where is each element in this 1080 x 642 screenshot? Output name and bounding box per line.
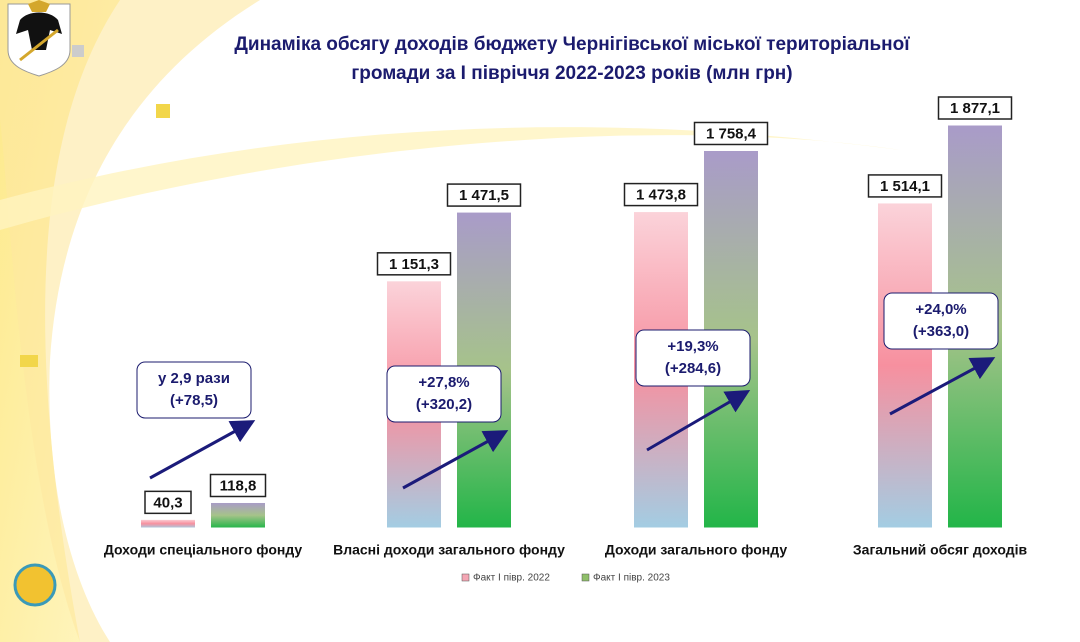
annotation: у 2,9 рази bbox=[158, 370, 230, 387]
value-label-box bbox=[446, 183, 522, 207]
annotation: (+363,0) bbox=[913, 323, 969, 340]
trend-arrow bbox=[646, 389, 751, 452]
bar bbox=[210, 501, 266, 529]
annotation: (+78,5) bbox=[170, 392, 218, 409]
decor-swoosh bbox=[0, 127, 900, 230]
x-tick-label: Доходи спеціального фонду bbox=[104, 542, 303, 558]
decor-swoosh bbox=[0, 0, 260, 642]
city-logo bbox=[13, 563, 57, 607]
value-label-box bbox=[937, 96, 1013, 120]
value-label: 1 471,5 bbox=[459, 187, 509, 204]
value-label: 1 877,1 bbox=[950, 100, 1000, 117]
value-label-box bbox=[693, 121, 769, 146]
annotation-box bbox=[883, 292, 999, 350]
legend-swatch bbox=[581, 573, 590, 582]
x-tick-label: Власні доходи загального фонду bbox=[333, 542, 565, 558]
value-label: 40,3 bbox=[153, 494, 182, 511]
annotation-box bbox=[386, 365, 502, 423]
value-label-box bbox=[144, 490, 192, 515]
value-label: 118,8 bbox=[220, 477, 257, 494]
value-label: 1 514,1 bbox=[880, 178, 930, 195]
decor bbox=[20, 355, 38, 367]
value-label-box bbox=[867, 174, 943, 198]
legend-swatch bbox=[461, 573, 470, 582]
bar bbox=[877, 202, 933, 529]
trend-arrow bbox=[889, 357, 996, 416]
coat-of-arms bbox=[7, 0, 71, 77]
annotation: +27,8% bbox=[418, 374, 469, 391]
trend-arrow bbox=[402, 430, 509, 490]
annotation-box bbox=[136, 361, 252, 419]
value-label: 1 758,4 bbox=[706, 125, 757, 142]
value-label-box bbox=[376, 252, 452, 276]
decor bbox=[156, 104, 170, 118]
chart-title: Динаміка обсягу доходів бюджету Чернігів… bbox=[234, 34, 910, 55]
trend-arrow bbox=[149, 420, 256, 480]
annotation: +19,3% bbox=[667, 338, 718, 355]
decor bbox=[72, 45, 84, 57]
bar bbox=[140, 518, 196, 529]
x-tick-label: Загальний обсяг доходів bbox=[853, 542, 1028, 558]
legend-label: Факт І півр. 2022 bbox=[473, 573, 550, 584]
annotation: +24,0% bbox=[915, 301, 966, 318]
legend-label: Факт І півр. 2023 bbox=[593, 573, 670, 584]
annotation: (+320,2) bbox=[416, 396, 472, 413]
x-tick-label: Доходи загального фонду bbox=[605, 542, 787, 558]
value-label: 1 473,8 bbox=[636, 187, 686, 204]
value-label-box bbox=[623, 182, 699, 207]
chart-title: громади за І півріччя 2022-2023 років (м… bbox=[351, 63, 792, 84]
value-label: 1 151,3 bbox=[389, 256, 439, 273]
value-label-box bbox=[209, 473, 267, 498]
annotation-box bbox=[635, 329, 751, 387]
annotation: (+284,6) bbox=[665, 360, 721, 377]
